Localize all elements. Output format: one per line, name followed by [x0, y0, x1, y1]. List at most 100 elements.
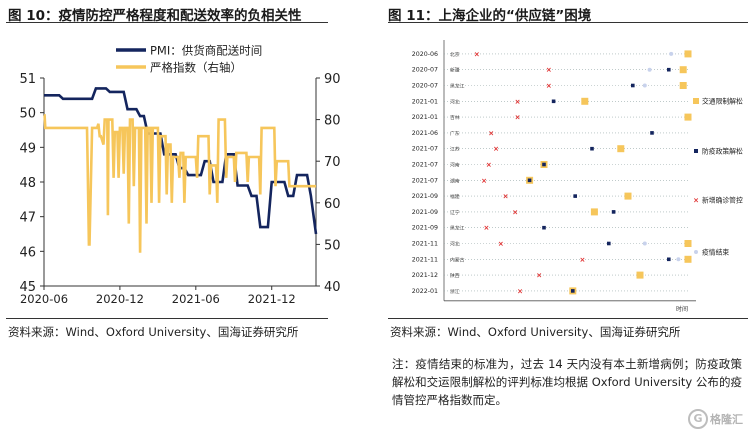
left-source: 资料来源：Wind、Oxford University、国海证券研究所	[8, 325, 299, 339]
row-date-label: 2021-07	[412, 146, 438, 153]
row-date-label: 2021-01	[412, 98, 438, 105]
row-city-label: 福建	[450, 193, 460, 200]
end-marker	[642, 241, 647, 246]
row-city-label: 河北	[450, 241, 460, 248]
transport-marker	[684, 50, 692, 58]
row-date-label: 2021-06	[412, 130, 438, 137]
legend-label: 防疫政策解松	[702, 147, 743, 156]
right-source: 资料来源：Wind、Oxford University、国海证券研究所	[390, 325, 681, 339]
confirm-marker: ×	[503, 193, 509, 201]
right-title-rule	[388, 22, 748, 23]
y-right-tick-label: 80	[324, 114, 341, 129]
confirm-marker: ×	[546, 82, 552, 90]
row-city-label: 辽宁	[450, 209, 460, 216]
row-city-label: 黑龙江	[450, 225, 465, 232]
row-date-label: 2020-07	[412, 67, 438, 74]
row-date-label: 2021-07	[412, 177, 438, 184]
transport-marker	[624, 192, 632, 200]
left-figure-title: 图 10：疫情防控严格程度和配送效率的负相关性	[8, 8, 302, 24]
row-date-label: 2021-11	[412, 241, 438, 248]
policy-marker	[667, 257, 671, 262]
left-source-rule	[6, 318, 328, 319]
right-source-rule	[388, 318, 748, 319]
y-left-tick-label: 46	[19, 245, 36, 260]
watermark-text: 格隆汇	[710, 413, 743, 426]
legend-label: 新增确诊管控	[702, 196, 743, 205]
transport-marker	[679, 66, 687, 74]
watermark-logo-icon: G	[688, 409, 708, 429]
right-figure-note: 注：疫情结束的标准为，过去 14 天内没有本土新增病例；防疫政策解松和交运限制解…	[392, 357, 742, 407]
right-scatter-chart: 时间 2020-06 北京 × 2020-07 新疆 × 2020-07 黑龙江 × 2021-01…	[412, 40, 743, 312]
y-left-tick-label: 49	[19, 141, 36, 156]
legend-swatch	[694, 250, 698, 254]
legend-swatch: ×	[693, 197, 699, 205]
legend-swatch	[694, 149, 698, 153]
x-axis-label: 时间	[676, 305, 688, 312]
y-left-tick-label: 50	[19, 107, 36, 122]
transport-marker	[679, 82, 687, 89]
y-left-tick-label: 47	[19, 211, 36, 226]
left-title-rule	[6, 22, 328, 23]
y-right-tick-label: 60	[324, 197, 341, 212]
confirm-marker: ×	[546, 66, 552, 74]
transport-marker	[684, 240, 692, 247]
y-left-tick-label: 48	[19, 176, 36, 191]
row-date-label: 2021-01	[412, 114, 438, 121]
end-marker	[647, 67, 652, 72]
row-date-label: 2020-07	[412, 83, 438, 90]
row-city-label: 新疆	[450, 67, 460, 74]
policy-marker	[631, 83, 635, 88]
policy-marker	[667, 67, 671, 72]
y-right-tick-label: 50	[324, 238, 341, 253]
row-city-label: 黑龙江	[450, 83, 465, 90]
policy-marker	[650, 131, 654, 135]
row-date-label: 2021-09	[412, 193, 438, 200]
transport-marker	[684, 113, 692, 121]
x-tick-label: 2020-06	[20, 292, 68, 306]
x-tick-label: 2021-06	[172, 292, 220, 306]
transport-marker	[617, 145, 625, 153]
policy-marker	[590, 146, 594, 151]
row-city-label: 陕西	[450, 272, 460, 279]
series-line-1	[43, 114, 316, 253]
y-right-tick-label: 40	[324, 280, 341, 295]
row-city-label: 内蒙古	[450, 256, 465, 263]
row-city-label: 浙江	[450, 288, 460, 295]
y-left-tick-label: 45	[19, 280, 36, 295]
row-date-label: 2021-12	[412, 272, 438, 279]
confirm-marker: ×	[498, 240, 504, 248]
transport-marker	[684, 255, 692, 263]
transport-marker	[636, 271, 644, 279]
x-tick-label: 2020-12	[96, 292, 144, 306]
x-tick-label: 2021-12	[248, 292, 296, 306]
confirm-marker: ×	[486, 161, 492, 169]
end-marker	[676, 257, 681, 262]
row-date-label: 2020-06	[412, 51, 438, 58]
right-figure-title: 图 11：上海企业的“供应链”困境	[388, 8, 592, 24]
policy-marker	[611, 210, 616, 214]
row-city-label: 江苏	[450, 146, 460, 153]
policy-marker	[551, 99, 556, 104]
left-line-chart: 45 46 47 48 49 50 51 40 50 60 70 80 90 2020-06 2020-12…	[19, 44, 341, 307]
policy-marker	[527, 178, 532, 183]
confirm-marker: ×	[488, 129, 494, 137]
legend-label: 严格指数（右轴）	[150, 61, 242, 75]
policy-marker	[571, 289, 575, 293]
legend-label: 交通限制解松	[702, 97, 743, 106]
row-city-label: 广东	[450, 130, 460, 137]
row-city-label: 吉林	[450, 114, 460, 121]
confirm-marker: ×	[517, 287, 523, 295]
row-city-label: 河南	[450, 162, 460, 169]
confirm-marker: ×	[483, 224, 489, 232]
watermark: G 格隆汇	[688, 409, 748, 429]
legend-label: 疫情结束	[702, 248, 729, 257]
row-date-label: 2022-01	[412, 288, 438, 295]
end-marker	[642, 83, 647, 88]
row-city-label: 北京	[450, 51, 460, 58]
end-marker	[669, 51, 674, 56]
legend-swatch	[693, 98, 699, 104]
confirm-marker: ×	[512, 208, 518, 216]
y-right-tick-label: 90	[324, 72, 341, 87]
y-right-tick-label: 70	[324, 155, 341, 170]
confirm-marker: ×	[536, 272, 542, 280]
